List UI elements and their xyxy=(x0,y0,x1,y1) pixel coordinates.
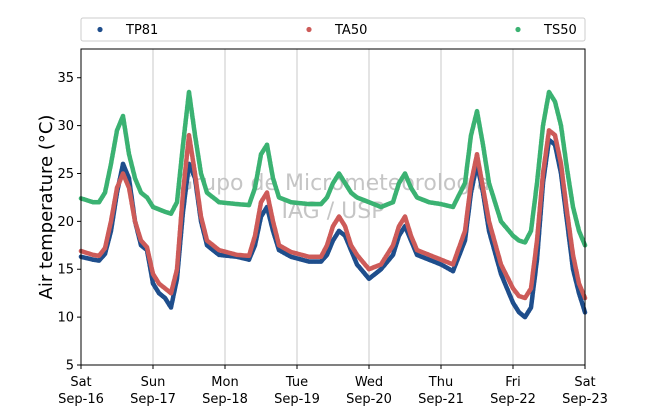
legend-marker-ts50 xyxy=(515,26,521,33)
x-tick-label-date: Sep-16 xyxy=(58,392,104,407)
x-tick-label-day: Thu xyxy=(428,375,453,390)
grid-lines xyxy=(152,49,514,365)
series-ts50 xyxy=(78,89,588,248)
y-tick-label: 10 xyxy=(57,311,74,326)
legend-box xyxy=(80,17,586,42)
x-tick-label-day: Wed xyxy=(355,375,383,390)
x-tick-label-date: Sep-23 xyxy=(562,392,608,407)
x-axis: Sat Sep-16 Sun Sep-17 Mon Sep-18 Tue Sep-19 Wed S… xyxy=(58,365,608,407)
x-tick-label-date: Sep-22 xyxy=(490,392,536,407)
series-ta50 xyxy=(78,128,588,301)
x-tick-label-day: Sun xyxy=(141,375,166,390)
y-tick-label: 5 xyxy=(66,359,74,374)
legend: TP81 TA50 TS50 xyxy=(80,17,586,42)
x-tick-label-date: Sep-17 xyxy=(130,392,176,407)
legend-label-ta50: TA50 xyxy=(334,23,367,38)
x-tick-label-day: Sat xyxy=(574,375,595,390)
y-tick-label: 30 xyxy=(57,119,74,134)
legend-items: TP81 TA50 TS50 xyxy=(97,23,577,38)
x-tick-label-date: Sep-20 xyxy=(346,392,392,407)
x-tick-label-day: Sat xyxy=(70,375,91,390)
x-tick-label-date: Sep-19 xyxy=(274,392,320,407)
legend-label-ts50: TS50 xyxy=(543,23,577,38)
y-tick-label: 25 xyxy=(57,167,74,182)
series-layer xyxy=(78,89,588,320)
y-axis: 5 10 15 20 25 30 35 xyxy=(57,71,81,374)
legend-marker-tp81 xyxy=(97,26,103,33)
plot-frame xyxy=(80,48,586,366)
x-tick-label-day: Tue xyxy=(285,375,308,390)
y-tick-label: 35 xyxy=(57,71,74,86)
x-tick-label-day: Mon xyxy=(211,375,238,390)
legend-marker-ta50 xyxy=(306,26,312,33)
y-tick-label: 20 xyxy=(57,215,74,230)
plot-area xyxy=(81,49,585,365)
x-tick-label-date: Sep-21 xyxy=(418,392,464,407)
y-axis-label: Air temperature (°C) xyxy=(36,115,57,300)
y-tick-label: 15 xyxy=(57,263,74,278)
x-tick-label-day: Fri xyxy=(505,375,521,390)
legend-label-tp81: TP81 xyxy=(125,23,158,38)
x-tick-label-date: Sep-18 xyxy=(202,392,248,407)
